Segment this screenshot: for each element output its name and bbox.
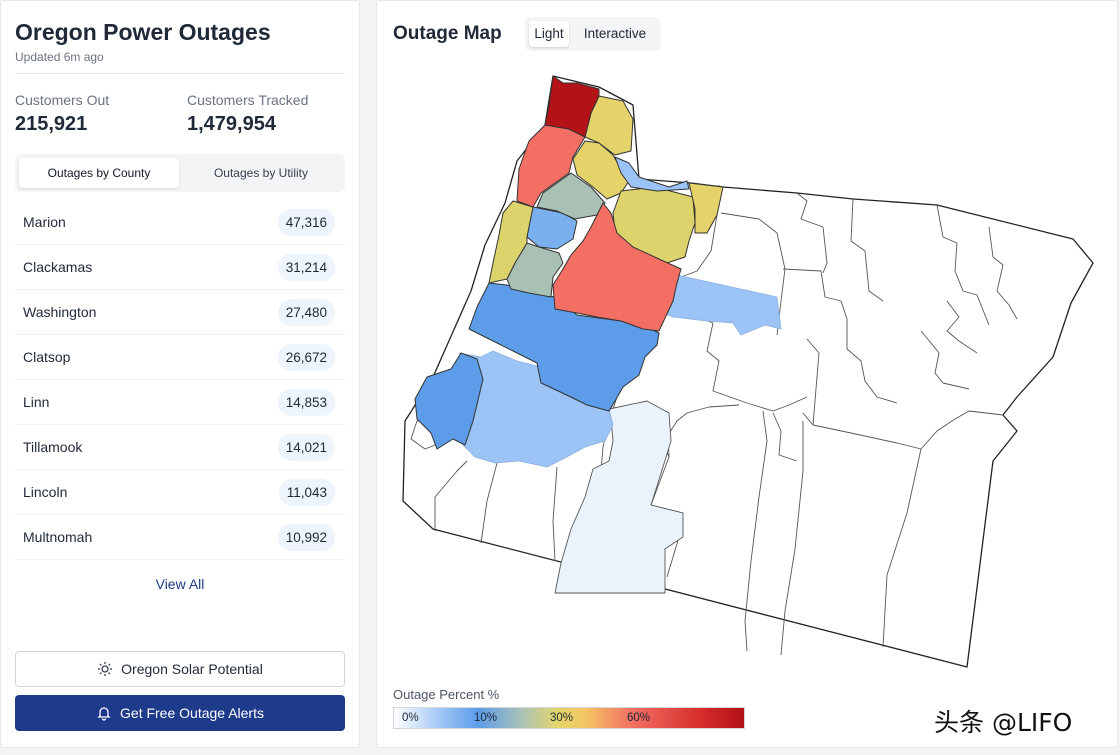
- list-item[interactable]: Linn 14,853: [15, 380, 345, 425]
- updated-timestamp: Updated 6m ago: [15, 50, 104, 64]
- county-region-red-marion[interactable]: [552, 202, 682, 332]
- view-interactive-button[interactable]: Interactive: [583, 26, 647, 41]
- county-name: Clatsop: [23, 349, 71, 365]
- county-list: Marion 47,316 Clackamas 31,214 Washington 2…: [15, 200, 345, 560]
- county-region-yellow-tillamook[interactable]: [488, 200, 534, 284]
- view-light-button[interactable]: Light: [529, 21, 569, 47]
- view-all-link[interactable]: View All: [155, 576, 205, 592]
- outage-count-badge: 47,316: [277, 209, 335, 236]
- solar-potential-button[interactable]: Oregon Solar Potential: [15, 651, 345, 687]
- outage-count-badge: 14,853: [277, 389, 335, 416]
- sun-icon: [98, 662, 113, 676]
- page-title: Oregon Power Outages: [15, 19, 271, 45]
- county-region-blue-coast[interactable]: [414, 352, 484, 450]
- list-item[interactable]: Clackamas 31,214: [15, 245, 345, 290]
- county-region-dark-red[interactable]: [544, 75, 600, 138]
- tab-outages-by-utility[interactable]: Outages by Utility: [213, 166, 309, 180]
- outage-percent-legend: 0% 10% 30% 60%: [393, 707, 745, 729]
- county-name: Tillamook: [23, 439, 83, 455]
- list-item[interactable]: Washington 27,480: [15, 290, 345, 335]
- county-name: Marion: [23, 214, 66, 230]
- county-region-light-blue-east[interactable]: [662, 274, 782, 336]
- solar-button-label: Oregon Solar Potential: [121, 661, 263, 677]
- outage-count-badge: 27,480: [277, 299, 335, 326]
- outage-count-badge: 14,021: [277, 434, 335, 461]
- map-title: Outage Map: [393, 23, 502, 44]
- outage-alerts-button[interactable]: Get Free Outage Alerts: [15, 695, 345, 731]
- county-region-light-blue-multnomah[interactable]: [614, 156, 690, 192]
- outage-count-badge: 10,992: [277, 524, 335, 551]
- outage-count-badge: 26,672: [277, 344, 335, 371]
- map-view-toggle: Light Interactive: [525, 17, 661, 51]
- county-name: Multnomah: [23, 529, 93, 545]
- divider: [15, 73, 345, 74]
- legend-tick-30: 30%: [550, 712, 574, 724]
- legend-tick-10: 10%: [474, 712, 498, 724]
- county-name: Lincoln: [23, 484, 68, 500]
- watermark-text: 头条 @LIFO: [934, 708, 1073, 737]
- alert-button-label: Get Free Outage Alerts: [120, 705, 264, 721]
- legend-tick-0: 0%: [402, 712, 419, 724]
- legend-tick-60: 60%: [627, 712, 651, 724]
- county-region-pale-blue[interactable]: [554, 400, 684, 594]
- list-item[interactable]: Lincoln 11,043: [15, 470, 345, 515]
- list-item[interactable]: Clatsop 26,672: [15, 335, 345, 380]
- list-item[interactable]: Tillamook 14,021: [15, 425, 345, 470]
- legend-title: Outage Percent %: [393, 687, 500, 702]
- tab-outages-by-county[interactable]: Outages by County: [19, 158, 179, 188]
- list-item[interactable]: Multnomah 10,992: [15, 515, 345, 560]
- customers-tracked-label: Customers Tracked: [187, 92, 309, 108]
- sidebar-panel: Oregon Power Outages Updated 6m ago Cust…: [0, 0, 360, 748]
- county-name: Washington: [23, 304, 97, 320]
- outage-tabs: Outages by County Outages by Utility: [15, 154, 345, 192]
- county-region-yellow-sherman[interactable]: [688, 182, 724, 234]
- customers-tracked-value: 1,479,954: [187, 113, 276, 135]
- outage-count-badge: 11,043: [278, 479, 335, 506]
- county-region-sage-washington[interactable]: [536, 172, 606, 220]
- map-panel: Outage Map Light Interactive: [376, 0, 1118, 748]
- customers-out-value: 215,921: [15, 113, 88, 135]
- outage-count-badge: 31,214: [277, 254, 335, 281]
- bell-icon: [97, 707, 111, 721]
- oregon-outage-map[interactable]: [377, 61, 1117, 681]
- list-item[interactable]: Marion 47,316: [15, 200, 345, 245]
- customers-out-label: Customers Out: [15, 92, 110, 108]
- county-name: Linn: [23, 394, 50, 410]
- county-name: Clackamas: [23, 259, 93, 275]
